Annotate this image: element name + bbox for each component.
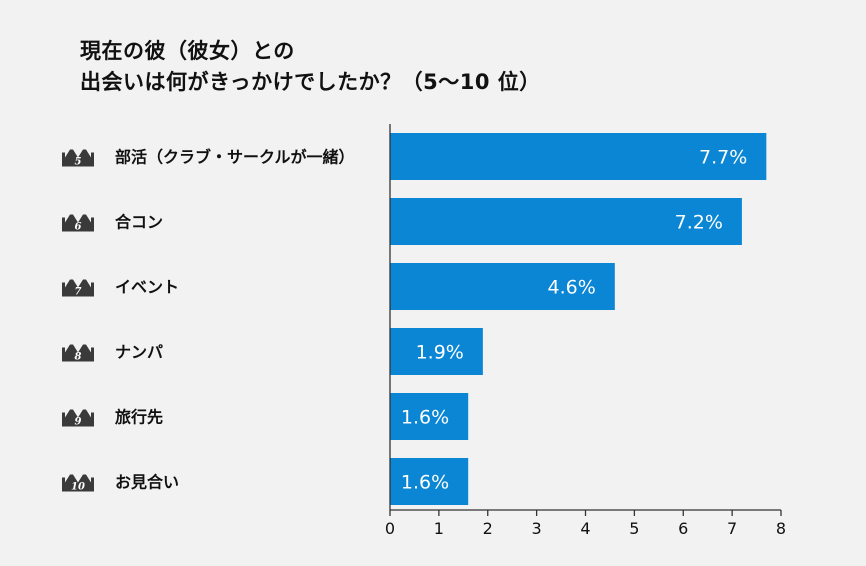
- data-label: 1.6%: [401, 472, 449, 494]
- data-label: 1.9%: [416, 342, 464, 364]
- data-label: 4.6%: [548, 277, 596, 299]
- data-label: 7.7%: [699, 147, 747, 169]
- x-tick-label: 3: [532, 519, 542, 538]
- rank-number: 9: [75, 417, 82, 428]
- crown-icon: [62, 344, 94, 362]
- x-tick-label: 0: [385, 519, 395, 538]
- category-label: イベント: [115, 278, 179, 297]
- crown-icon: [62, 279, 94, 297]
- chart-title: 現在の彼（彼女）との 出会いは何がきっかけでしたか？（5〜10 位）: [80, 36, 541, 98]
- rank-number: 6: [75, 222, 82, 233]
- crown-icon: [62, 474, 94, 492]
- x-tick-label: 7: [727, 519, 737, 538]
- bar: [390, 328, 483, 375]
- bar: [390, 393, 469, 440]
- chart-title-line-1: 現在の彼（彼女）との: [80, 39, 295, 63]
- bar: [390, 198, 742, 245]
- x-tick-label: 5: [629, 519, 639, 538]
- rank-number: 7: [75, 287, 82, 298]
- x-tick-label: 8: [776, 519, 786, 538]
- rank-number: 5: [75, 157, 82, 168]
- category-label: 合コン: [115, 213, 163, 232]
- data-label: 1.6%: [401, 407, 449, 429]
- x-tick-label: 2: [483, 519, 493, 538]
- data-label: 7.2%: [675, 212, 723, 234]
- chart-title-line-2: 出会いは何がきっかけでしたか？（5〜10 位）: [80, 70, 541, 94]
- crown-icon: [62, 409, 94, 427]
- category-label: お見合い: [115, 473, 179, 492]
- x-tick-label: 6: [678, 519, 688, 538]
- category-label: 旅行先: [115, 408, 163, 427]
- bar: [390, 263, 615, 310]
- bar: [390, 133, 767, 180]
- bar: [390, 458, 469, 505]
- crown-icon: [62, 214, 94, 232]
- x-tick-label: 4: [580, 519, 590, 538]
- rank-number: 10: [71, 482, 85, 493]
- crown-icon: [62, 149, 94, 167]
- category-label: ナンパ: [115, 343, 163, 362]
- rank-number: 8: [75, 352, 82, 363]
- x-tick-label: 1: [434, 519, 444, 538]
- category-label: 部活（クラブ・サークルが一緒）: [115, 148, 355, 167]
